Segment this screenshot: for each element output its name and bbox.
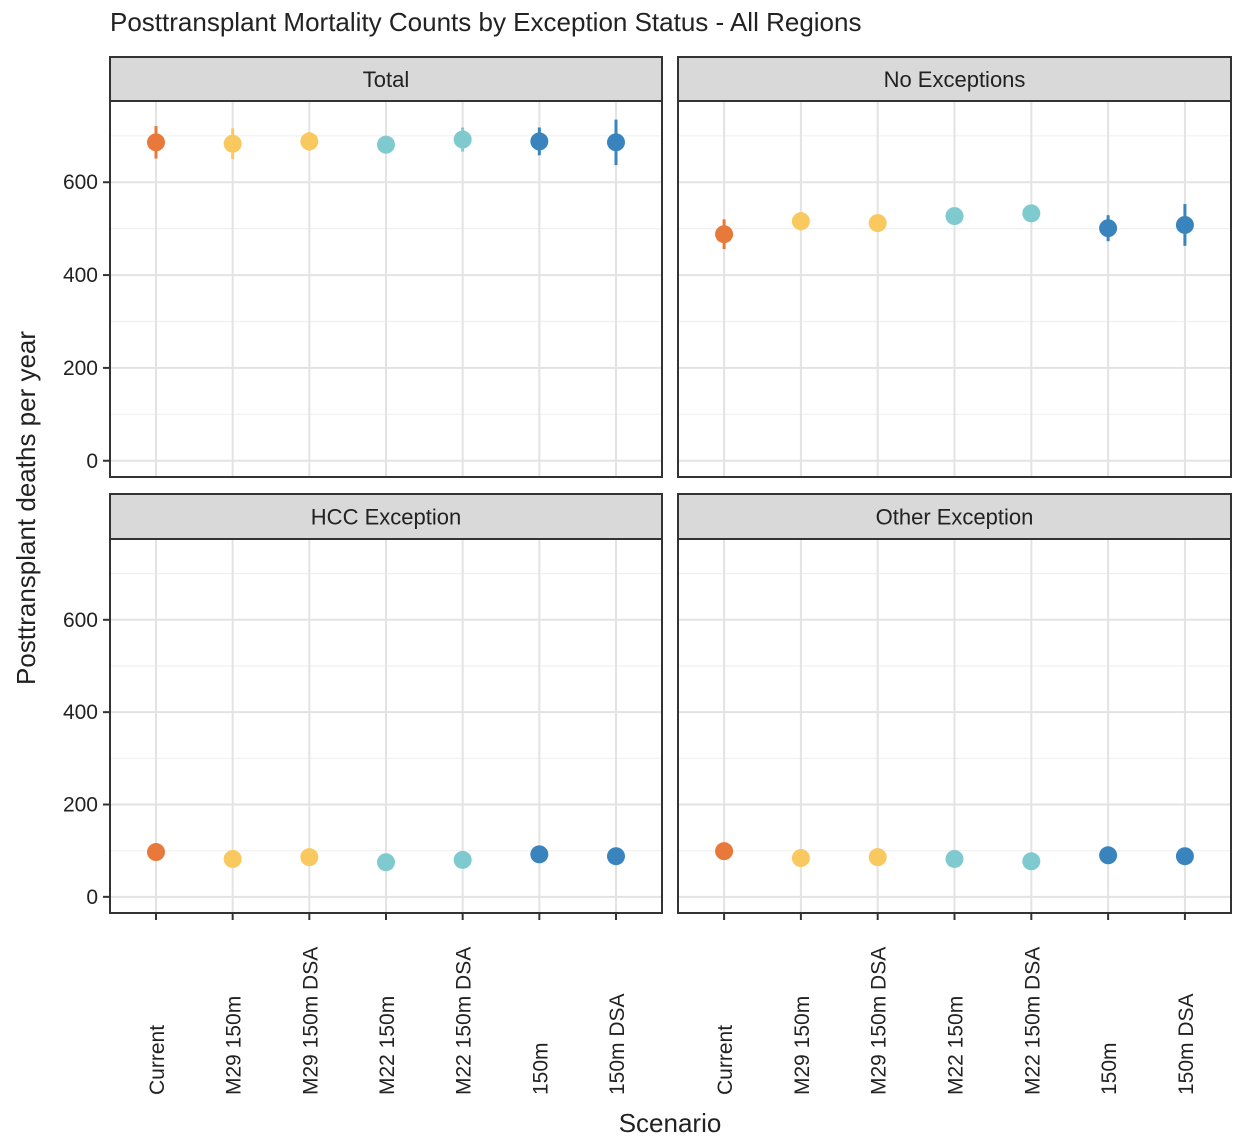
strip-label: HCC Exception bbox=[311, 505, 461, 530]
point bbox=[607, 847, 625, 866]
y-tick-label: 400 bbox=[63, 701, 98, 724]
y-tick-label: 0 bbox=[86, 450, 98, 473]
x-tick-label: M22 150m bbox=[945, 996, 968, 1095]
point bbox=[1175, 847, 1194, 866]
point bbox=[377, 135, 395, 154]
point bbox=[868, 848, 887, 867]
x-tick-label: M29 150m DSA bbox=[868, 947, 891, 1095]
strip bbox=[677, 56, 1232, 102]
x-tick-label: M22 150m DSA bbox=[453, 947, 476, 1095]
point bbox=[715, 842, 734, 861]
y-axis-label: Posttransplant deaths per year bbox=[11, 331, 41, 685]
strip bbox=[109, 56, 663, 102]
point bbox=[453, 130, 472, 149]
point bbox=[1099, 219, 1118, 238]
x-tick-label: Current bbox=[146, 1025, 169, 1095]
x-tick-label: Current bbox=[714, 1025, 737, 1095]
point bbox=[147, 133, 165, 152]
point bbox=[300, 848, 319, 867]
point bbox=[1175, 215, 1194, 234]
strip-label: Total bbox=[363, 67, 409, 92]
y-tick-label: 600 bbox=[63, 171, 98, 194]
point bbox=[453, 850, 472, 869]
point bbox=[1022, 204, 1041, 223]
x-axis-label: Scenario bbox=[619, 1108, 722, 1138]
x-tick-label: M29 150m DSA bbox=[299, 947, 322, 1095]
x-tick-label: 150m DSA bbox=[606, 993, 629, 1095]
x-tick-label: M29 150m bbox=[791, 996, 814, 1095]
point bbox=[607, 133, 625, 152]
x-tick-label: M22 150m bbox=[376, 996, 399, 1095]
point bbox=[791, 849, 810, 868]
strip-label: Other Exception bbox=[876, 505, 1034, 530]
point bbox=[530, 845, 549, 864]
x-tick-label: 150m bbox=[529, 1042, 552, 1095]
chart-title: Posttransplant Mortality Counts by Excep… bbox=[110, 7, 861, 37]
point bbox=[715, 225, 734, 244]
strip bbox=[677, 493, 1232, 540]
point bbox=[868, 214, 887, 233]
point bbox=[147, 843, 165, 862]
x-tick-label: M29 150m bbox=[223, 996, 246, 1095]
point bbox=[1099, 846, 1118, 865]
point bbox=[530, 132, 549, 151]
y-tick-label: 0 bbox=[86, 886, 98, 909]
point bbox=[945, 849, 964, 868]
strip-label: No Exceptions bbox=[884, 67, 1026, 92]
y-tick-label: 200 bbox=[63, 793, 98, 816]
point bbox=[791, 212, 810, 231]
point bbox=[945, 207, 964, 226]
point bbox=[300, 132, 319, 151]
x-tick-label: M22 150m DSA bbox=[1021, 947, 1044, 1095]
strip bbox=[109, 493, 663, 540]
point bbox=[377, 853, 395, 872]
point bbox=[223, 134, 242, 153]
y-tick-label: 600 bbox=[63, 609, 98, 632]
x-tick-label: 150m bbox=[1098, 1042, 1121, 1095]
y-tick-label: 400 bbox=[63, 264, 98, 287]
y-tick-label: 200 bbox=[63, 357, 98, 380]
x-tick-label: 150m DSA bbox=[1175, 993, 1198, 1095]
point bbox=[1022, 852, 1041, 871]
point bbox=[223, 849, 242, 868]
